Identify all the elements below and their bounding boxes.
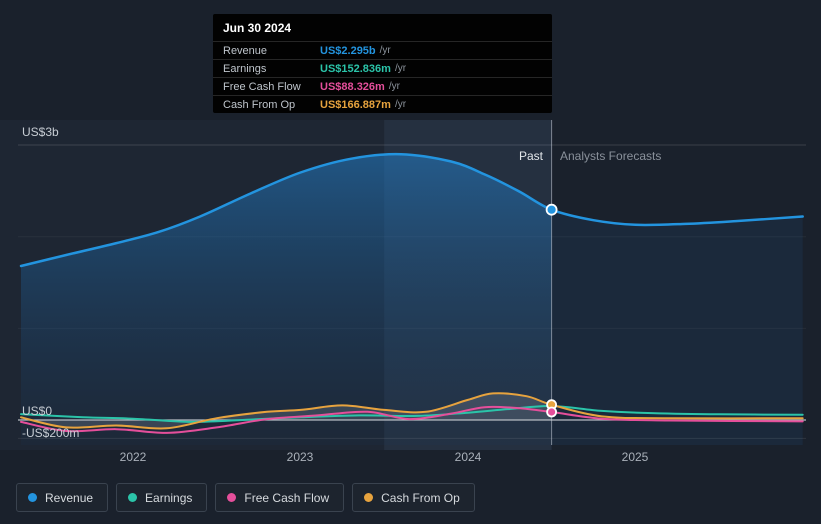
tooltip-unit: /yr [394,63,407,74]
tooltip-unit: /yr [379,45,391,56]
legend-item-cash-from-op[interactable]: Cash From Op [352,483,475,512]
tooltip-row-earnings: Earnings US$152.836m /yr [213,59,552,77]
x-axis-label-2024: 2024 [454,450,482,464]
tooltip-date: Jun 30 2024 [223,21,292,35]
x-axis-label-2023: 2023 [286,450,314,464]
free-cash-flow-marker [546,406,557,418]
tooltip-value: US$88.326m [320,80,385,93]
revenue-line [19,152,804,268]
earnings-dot-icon [128,493,138,502]
y-axis-label-neg200m: -US$200m [22,426,80,440]
tooltip-row-free-cash-flow: Free Cash Flow US$88.326m /yr [213,77,552,95]
tooltip-value: US$166.887m [320,98,391,111]
cash-from-op-line [20,392,804,430]
legend-label: Free Cash Flow [244,490,330,505]
chart-plot-area[interactable] [0,120,821,450]
x-axis-label-2022: 2022 [119,450,147,464]
legend-item-revenue[interactable]: Revenue [16,483,109,512]
legend-item-free-cash-flow[interactable]: Free Cash Flow [215,483,345,512]
tooltip-row-revenue: Revenue US$2.295b /yr [213,41,552,59]
tooltip-unit: /yr [388,81,400,92]
y-axis-label-3b: US$3b [22,125,59,139]
chart-tooltip: Jun 30 2024 Revenue US$2.295b /yr Earnin… [213,14,552,113]
cash-from-op-dot-icon [364,493,374,502]
tooltip-label: Earnings [223,62,267,75]
revenue-area-past [21,154,552,445]
tooltip-label: Revenue [223,44,268,57]
free-cash-flow-line [20,405,804,434]
revenue-marker [545,203,558,216]
legend-label: Earnings [145,490,193,505]
legend-item-earnings[interactable]: Earnings [116,483,208,512]
revenue-area-forecast [551,209,803,445]
x-axis-label-2025: 2025 [621,450,649,464]
tooltip-row-cash-from-op: Cash From Op US$166.887m /yr [213,95,552,113]
earnings-line [20,404,804,423]
past-annotation: Past [518,149,543,163]
tooltip-unit: /yr [394,99,407,110]
free-cash-flow-dot-icon [227,493,237,502]
y-axis-label-zero: US$0 [22,404,53,418]
tooltip-value: US$2.295b [320,44,376,57]
chart-legend: Revenue Earnings Free Cash Flow Cash Fro… [16,483,475,512]
legend-label: Revenue [45,490,94,505]
tooltip-label: Free Cash Flow [223,80,301,93]
analysts-forecasts-annotation: Analysts Forecasts [560,149,662,163]
revenue-dot-icon [28,493,37,502]
tooltip-label: Cash From Op [223,98,296,111]
legend-label: Cash From Op [381,490,460,505]
tooltip-value: US$152.836m [320,62,391,75]
